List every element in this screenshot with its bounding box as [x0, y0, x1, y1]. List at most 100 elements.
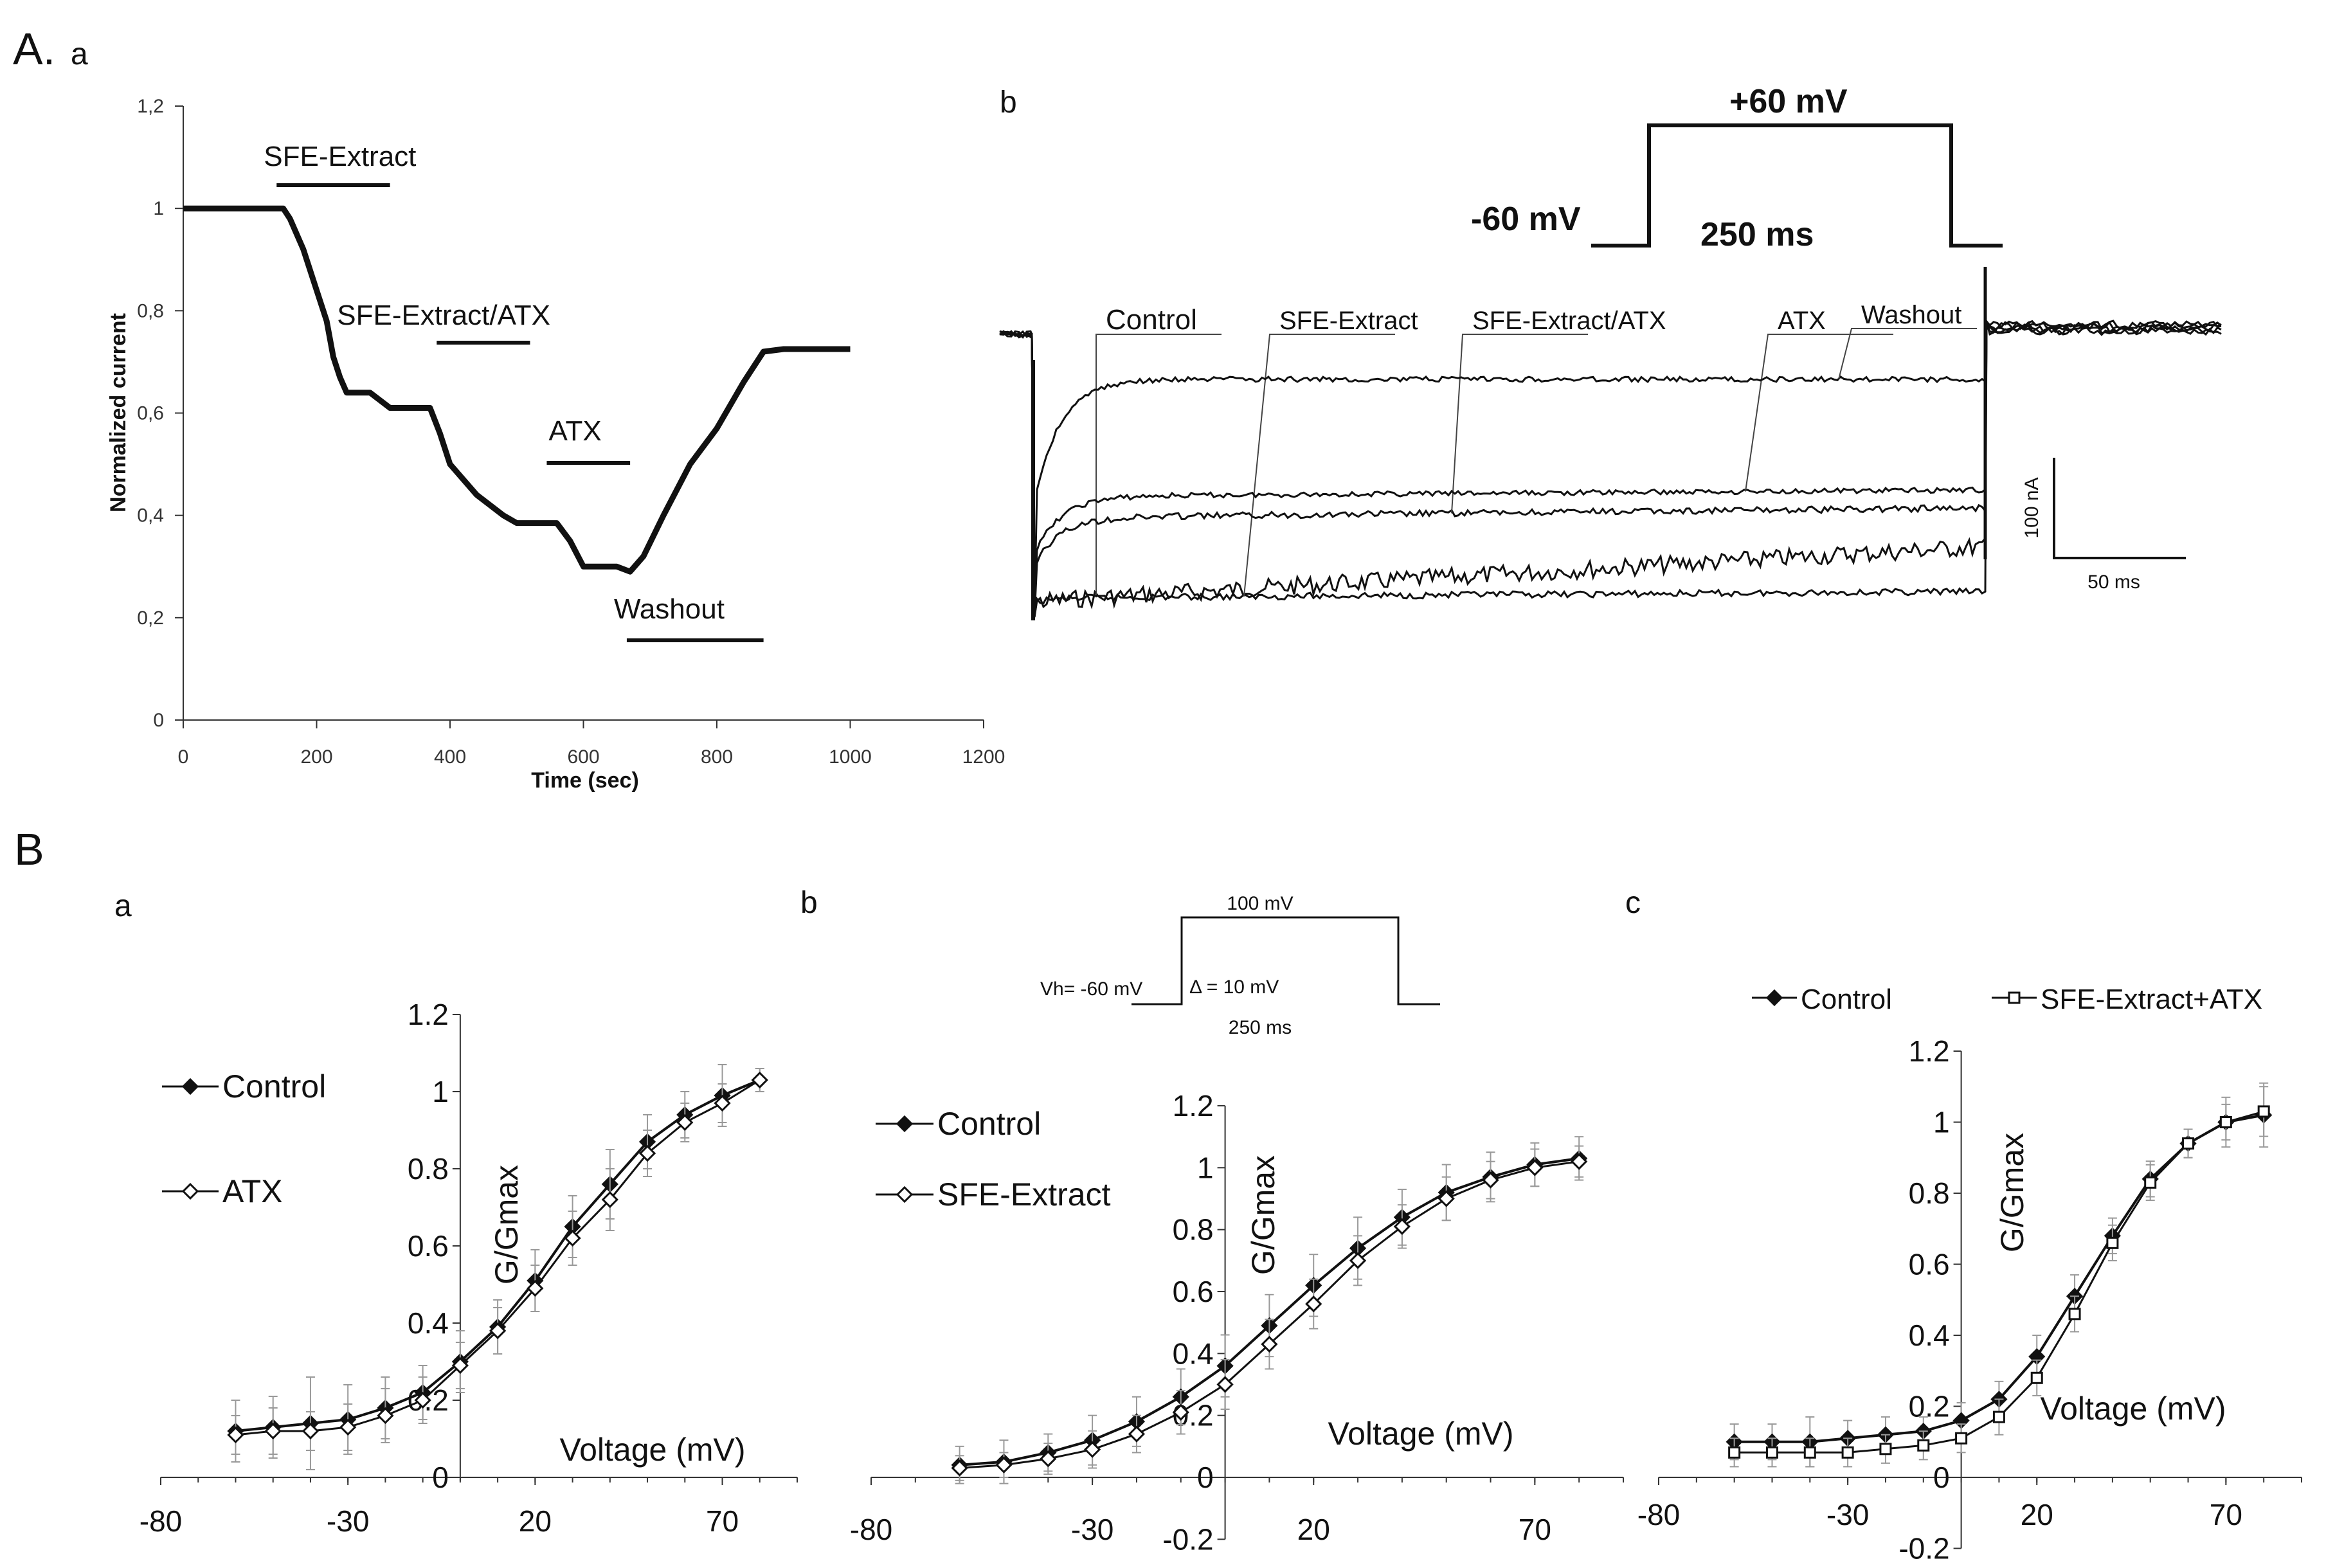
y-tick-label: 0,8 [137, 300, 164, 321]
panel-Bb-chart: -80 -30 20 70-0.200.20.40.60.811.2G/GmaxVol… [850, 893, 1624, 1556]
x-axis-title: Voltage (mV) [2040, 1391, 2226, 1427]
trace-leader-line [1838, 328, 1977, 380]
legend-label: SFE-Extract+ATX [2041, 984, 2262, 1015]
data-point [951, 1459, 968, 1477]
x-tick-label: -80 [850, 1513, 892, 1546]
stimulus-protocol [1131, 916, 1440, 1005]
legend-marker [896, 1185, 914, 1203]
panel-label-B: B [14, 824, 44, 874]
x-tick-label: 1000 [829, 746, 872, 768]
panel-Bc-chart: -80 -30 20 70 -0.2 0 0.2 0.4 0.6 0.8 1 1.2 G/Gmax Vol… [1637, 984, 2302, 1565]
legend-marker [181, 1077, 199, 1095]
panel-label-B-a: a [114, 889, 132, 923]
data-point [1393, 1218, 1411, 1235]
trace-label: Control [1106, 304, 1197, 336]
y-tick-label: 1 [153, 198, 164, 219]
y-tick-label: 0.6 [1909, 1248, 1950, 1281]
panel-label-A: A. [13, 24, 55, 74]
data-point [2144, 1176, 2157, 1189]
data-point [1349, 1252, 1367, 1269]
panel-label-A-b: b [1000, 86, 1017, 120]
data-point [751, 1071, 768, 1089]
y-tick-label: 0.4 [408, 1306, 449, 1340]
y-tick-label: 0 [153, 710, 164, 731]
data-point [1765, 1446, 1778, 1459]
x-tick-label: -30 [327, 1504, 369, 1538]
x-tick-label: 400 [434, 746, 466, 768]
legend-marker [896, 1115, 914, 1133]
y-tick-label: 0.2 [1909, 1390, 1950, 1423]
y-tick-label: 1,2 [137, 96, 164, 117]
application-label: Washout [614, 593, 725, 625]
panel-Ab-traces: -60 mV +60 mV 250 ms Control SFE-Extract SFE-… [999, 83, 2222, 620]
current-time-course [183, 205, 851, 575]
y-tick-label: 1.2 [1173, 1089, 1214, 1122]
scale-bar-current-label: 100 nA [2021, 477, 2042, 538]
panel-Ba-chart: -80-30207000.20.40.60.811.2G/GmaxVoltage… [140, 998, 798, 1538]
y-tick-label: 0 [432, 1461, 449, 1494]
data-point [2219, 1116, 2232, 1128]
y-tick-label: 1.2 [1909, 1034, 1950, 1068]
application-label: SFE-Extract [264, 141, 416, 172]
data-point [527, 1279, 544, 1297]
data-point [377, 1407, 394, 1425]
scale-bar-time-label: 50 ms [2087, 572, 2140, 593]
x-tick-label: -80 [1637, 1498, 1680, 1531]
data-point [227, 1426, 244, 1444]
x-axis-title: Voltage (mV) [1328, 1416, 1513, 1452]
application-label: ATX [548, 415, 601, 447]
trace-leader-line [1095, 334, 1222, 598]
x-tick-label: 70 [2210, 1498, 2242, 1531]
y-tick-label: -0.2 [1162, 1522, 1213, 1556]
data-point [2182, 1137, 2195, 1150]
data-point [2106, 1236, 2119, 1249]
data-point [2030, 1371, 2043, 1384]
legend-label: Control [937, 1106, 1041, 1142]
x-tick-label: 70 [1519, 1513, 1551, 1546]
legend-label: Control [1801, 984, 1892, 1015]
data-point [1803, 1446, 1816, 1459]
data-point [2068, 1308, 2081, 1320]
current-trace [999, 318, 2222, 618]
holding-potential-label: Vh= -60 mV [1040, 978, 1142, 1000]
data-point [1526, 1159, 1544, 1176]
data-point [1728, 1446, 1741, 1459]
y-tick-label: -0.2 [1898, 1532, 1949, 1565]
data-point [1841, 1446, 1854, 1459]
x-tick-label: 20 [2021, 1498, 2053, 1531]
step-increment-label: Δ = 10 mV [1189, 977, 1279, 998]
data-point [1261, 1335, 1278, 1353]
y-tick-label: 0.6 [408, 1229, 449, 1263]
x-axis-title: Voltage (mV) [559, 1432, 745, 1468]
x-tick-label: 0 [178, 746, 189, 768]
data-point [339, 1418, 357, 1436]
holding-potential-label: -60 mV [1471, 201, 1581, 238]
trace-label: ATX [1778, 307, 1826, 335]
x-tick-label: -30 [1071, 1513, 1113, 1546]
application-label: SFE-Extract/ATX [337, 300, 550, 331]
data-point [489, 1322, 507, 1340]
x-tick-label: 600 [567, 746, 599, 768]
legend-marker [181, 1182, 199, 1200]
y-axis-title: G/Gmax [489, 1165, 525, 1284]
data-point [601, 1191, 618, 1209]
trace-label: Washout [1861, 301, 1961, 329]
data-point [676, 1113, 694, 1131]
legend-marker [1765, 989, 1783, 1007]
step-duration-label: 250 ms [1700, 216, 1814, 253]
scale-bar [2053, 458, 2186, 559]
legend-label: SFE-Extract [937, 1176, 1111, 1212]
data-point [1216, 1376, 1234, 1393]
x-tick-label: 1200 [962, 746, 1005, 768]
y-tick-label: 0,6 [137, 403, 164, 424]
data-point [2257, 1105, 2270, 1118]
x-tick-label: -30 [1826, 1498, 1869, 1531]
y-tick-label: 0.4 [1909, 1319, 1950, 1352]
legend-label: Control [222, 1068, 326, 1104]
legend-marker [2008, 991, 2021, 1004]
y-tick-label: 0 [1933, 1461, 1950, 1494]
y-tick-label: 0.8 [408, 1152, 449, 1185]
data-point [1083, 1441, 1101, 1458]
x-axis-title: Time (sec) [531, 768, 639, 793]
trace-leader-line [1451, 334, 1588, 514]
